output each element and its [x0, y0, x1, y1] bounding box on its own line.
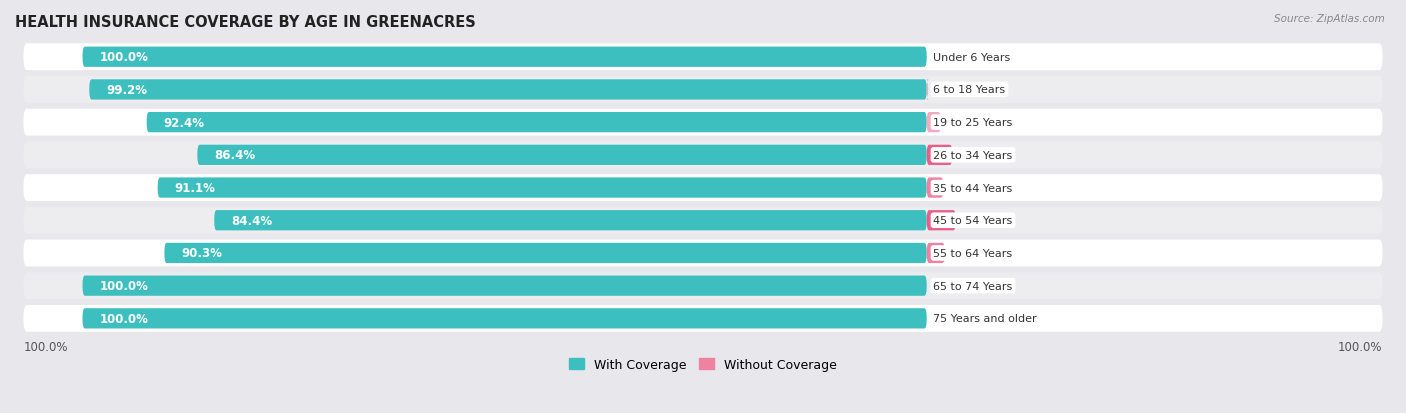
Text: 100.0%: 100.0% — [24, 340, 67, 353]
FancyBboxPatch shape — [927, 113, 941, 133]
Text: 91.1%: 91.1% — [174, 182, 215, 195]
Text: Under 6 Years: Under 6 Years — [934, 52, 1011, 63]
FancyBboxPatch shape — [165, 243, 927, 263]
FancyBboxPatch shape — [24, 44, 1382, 71]
Text: 26 to 34 Years: 26 to 34 Years — [934, 150, 1012, 160]
Text: 0.0%: 0.0% — [935, 280, 965, 292]
FancyBboxPatch shape — [24, 305, 1382, 332]
Text: 90.3%: 90.3% — [181, 247, 222, 260]
Text: 0.0%: 0.0% — [935, 312, 965, 325]
FancyBboxPatch shape — [24, 240, 1382, 267]
FancyBboxPatch shape — [24, 109, 1382, 136]
Legend: With Coverage, Without Coverage: With Coverage, Without Coverage — [569, 358, 837, 371]
Text: 19 to 25 Years: 19 to 25 Years — [934, 118, 1012, 128]
Text: 35 to 44 Years: 35 to 44 Years — [934, 183, 1012, 193]
Text: 6 to 18 Years: 6 to 18 Years — [934, 85, 1005, 95]
Text: Source: ZipAtlas.com: Source: ZipAtlas.com — [1274, 14, 1385, 24]
FancyBboxPatch shape — [83, 47, 927, 68]
Text: 92.4%: 92.4% — [163, 116, 205, 129]
Text: 13.7%: 13.7% — [960, 149, 998, 162]
FancyBboxPatch shape — [83, 276, 927, 296]
FancyBboxPatch shape — [24, 273, 1382, 299]
FancyBboxPatch shape — [925, 80, 929, 100]
FancyBboxPatch shape — [197, 145, 927, 166]
FancyBboxPatch shape — [90, 80, 927, 100]
FancyBboxPatch shape — [146, 113, 927, 133]
Text: 0.77%: 0.77% — [936, 84, 974, 97]
Text: 0.0%: 0.0% — [935, 51, 965, 64]
FancyBboxPatch shape — [927, 178, 943, 198]
FancyBboxPatch shape — [157, 178, 927, 198]
FancyBboxPatch shape — [927, 211, 956, 231]
FancyBboxPatch shape — [24, 207, 1382, 234]
Text: 9.7%: 9.7% — [953, 247, 983, 260]
Text: 100.0%: 100.0% — [100, 51, 148, 64]
Text: 55 to 64 Years: 55 to 64 Years — [934, 248, 1012, 258]
Text: 100.0%: 100.0% — [100, 280, 148, 292]
Text: 84.4%: 84.4% — [231, 214, 273, 227]
FancyBboxPatch shape — [927, 243, 945, 263]
Text: 15.6%: 15.6% — [965, 214, 1001, 227]
Text: 45 to 54 Years: 45 to 54 Years — [934, 216, 1012, 225]
Text: 7.6%: 7.6% — [949, 116, 979, 129]
Text: 65 to 74 Years: 65 to 74 Years — [934, 281, 1012, 291]
Text: 86.4%: 86.4% — [214, 149, 256, 162]
Text: 75 Years and older: 75 Years and older — [934, 313, 1038, 323]
FancyBboxPatch shape — [24, 77, 1382, 104]
FancyBboxPatch shape — [24, 142, 1382, 169]
FancyBboxPatch shape — [214, 211, 927, 231]
Text: 99.2%: 99.2% — [107, 84, 148, 97]
Text: 8.9%: 8.9% — [952, 182, 981, 195]
FancyBboxPatch shape — [927, 145, 952, 166]
FancyBboxPatch shape — [83, 309, 927, 329]
FancyBboxPatch shape — [24, 175, 1382, 202]
Text: 100.0%: 100.0% — [1339, 340, 1382, 353]
Text: 100.0%: 100.0% — [100, 312, 148, 325]
Text: HEALTH INSURANCE COVERAGE BY AGE IN GREENACRES: HEALTH INSURANCE COVERAGE BY AGE IN GREE… — [15, 15, 475, 30]
